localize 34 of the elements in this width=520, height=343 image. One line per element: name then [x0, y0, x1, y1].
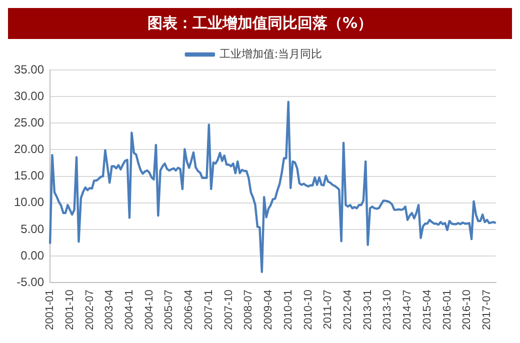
x-tick-label: 2014-07: [402, 290, 414, 330]
x-tick-label: 2002-07: [84, 290, 96, 330]
y-tick-label: 25.00: [14, 115, 44, 130]
x-tick-label: 2006-04: [183, 290, 196, 330]
y-tick-label: 20.00: [14, 142, 44, 156]
x-tick-label: 2010-01: [282, 290, 294, 330]
x-tick-label: 2012-04: [342, 290, 354, 330]
x-tick-label: 2004-01: [124, 290, 136, 330]
y-tick-label: 30.00: [14, 88, 44, 103]
x-tick-label: 2013-10: [382, 290, 394, 330]
legend-label: 工业增加值:当月同比: [219, 47, 322, 60]
x-tick-label: 2005-07: [163, 290, 176, 330]
y-tick-label: 15.00: [14, 168, 44, 183]
y-tick-label: 0.00: [20, 248, 44, 262]
x-tick-label: 2007-10: [222, 290, 235, 330]
x-tick-label: 2015-04: [421, 290, 434, 330]
x-tick-label: 2004-10: [143, 290, 156, 330]
x-tick-label: 2008-07: [242, 290, 255, 330]
x-tick-label: 2017-07: [481, 290, 494, 330]
x-tick-label: 2009-04: [262, 290, 275, 330]
x-tick-label: 2010-10: [302, 290, 314, 330]
x-tick-label: 2007-01: [202, 290, 215, 330]
x-tick-label: 2016-10: [461, 290, 474, 330]
y-tick-label: 5.00: [20, 222, 44, 236]
chart-title: 图表：工业增加值同比回落（%）: [8, 8, 512, 39]
x-tick-label: 2016-01: [441, 290, 454, 330]
y-tick-label: 10.00: [14, 195, 44, 210]
x-tick-label: 2003-04: [104, 290, 116, 330]
x-tick-label: 2013-01: [362, 290, 374, 330]
y-tick-label: -5.00: [16, 274, 44, 289]
x-tick-label: 2011-07: [322, 290, 334, 330]
y-tick-label: 35.00: [14, 62, 44, 76]
x-tick-label: 2001-01: [44, 290, 56, 330]
x-tick-label: 2001-10: [64, 290, 76, 330]
